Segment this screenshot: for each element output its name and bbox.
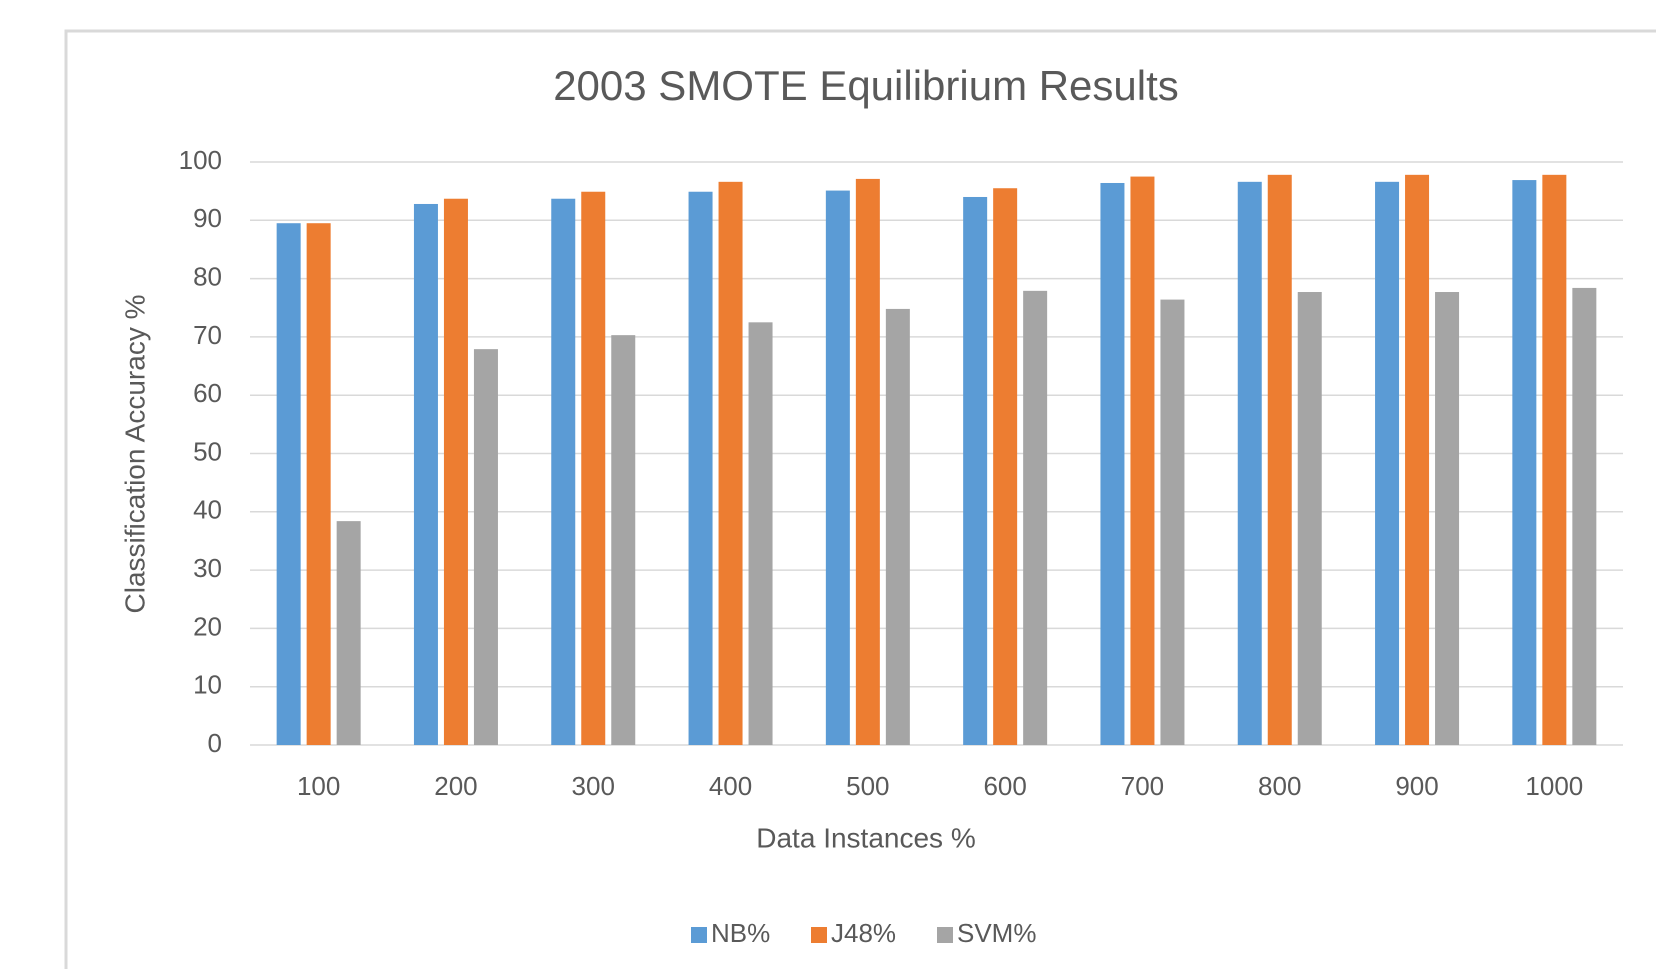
y-tick-label: 80 [193, 261, 222, 291]
x-tick-label: 200 [434, 771, 477, 801]
x-tick-label: 900 [1395, 771, 1438, 801]
x-tick-label: 800 [1258, 771, 1301, 801]
y-tick-label: 20 [193, 611, 222, 641]
legend-swatch [811, 927, 827, 943]
bar [885, 308, 910, 745]
legend-swatch [937, 927, 953, 943]
bar [581, 191, 606, 745]
y-tick-label: 30 [193, 553, 222, 583]
bar [1435, 292, 1460, 745]
bar [1572, 287, 1597, 745]
bar [276, 223, 301, 746]
y-tick-label: 0 [208, 728, 222, 758]
x-tick-label: 700 [1121, 771, 1164, 801]
x-tick-label: 1000 [1525, 771, 1583, 801]
bar [551, 198, 576, 745]
bar [963, 196, 988, 746]
bar [306, 223, 331, 746]
bar [1023, 290, 1048, 745]
bar [1405, 174, 1430, 746]
bar [855, 178, 880, 746]
y-tick-label: 100 [179, 145, 222, 175]
bar [1542, 174, 1567, 746]
y-tick-label: 60 [193, 378, 222, 408]
x-tick-label: 400 [709, 771, 752, 801]
bar [1130, 176, 1155, 745]
y-tick-label: 90 [193, 203, 222, 233]
y-tick-label: 70 [193, 320, 222, 350]
bar [1237, 181, 1262, 745]
bar [748, 322, 773, 745]
legend-label: J48% [831, 918, 896, 948]
y-tick-label: 10 [193, 670, 222, 700]
legend-label: SVM% [957, 918, 1036, 948]
bar [718, 181, 743, 745]
y-tick-label: 50 [193, 436, 222, 466]
bar [993, 188, 1018, 746]
bar [688, 191, 713, 745]
bar [443, 198, 468, 745]
legend-label: NB% [711, 918, 770, 948]
x-tick-label: 500 [846, 771, 889, 801]
bar [1100, 182, 1125, 745]
bar [1160, 299, 1185, 745]
bar [413, 203, 438, 745]
bar [1375, 181, 1400, 745]
y-axis-title: Classification Accuracy % [119, 294, 150, 613]
x-tick-label: 600 [983, 771, 1026, 801]
bar [1512, 180, 1537, 745]
bar [336, 521, 361, 745]
x-tick-label: 100 [297, 771, 340, 801]
legend-swatch [691, 927, 707, 943]
bar [611, 335, 636, 745]
bar [473, 349, 498, 745]
chart-frame [64, 29, 1656, 969]
y-tick-label: 40 [193, 495, 222, 525]
bar [1297, 292, 1322, 745]
bar [1267, 174, 1292, 746]
bar [825, 190, 850, 745]
x-axis-title: Data Instances % [756, 822, 975, 853]
x-tick-label: 300 [572, 771, 615, 801]
chart-title: 2003 SMOTE Equilibrium Results [553, 62, 1179, 109]
